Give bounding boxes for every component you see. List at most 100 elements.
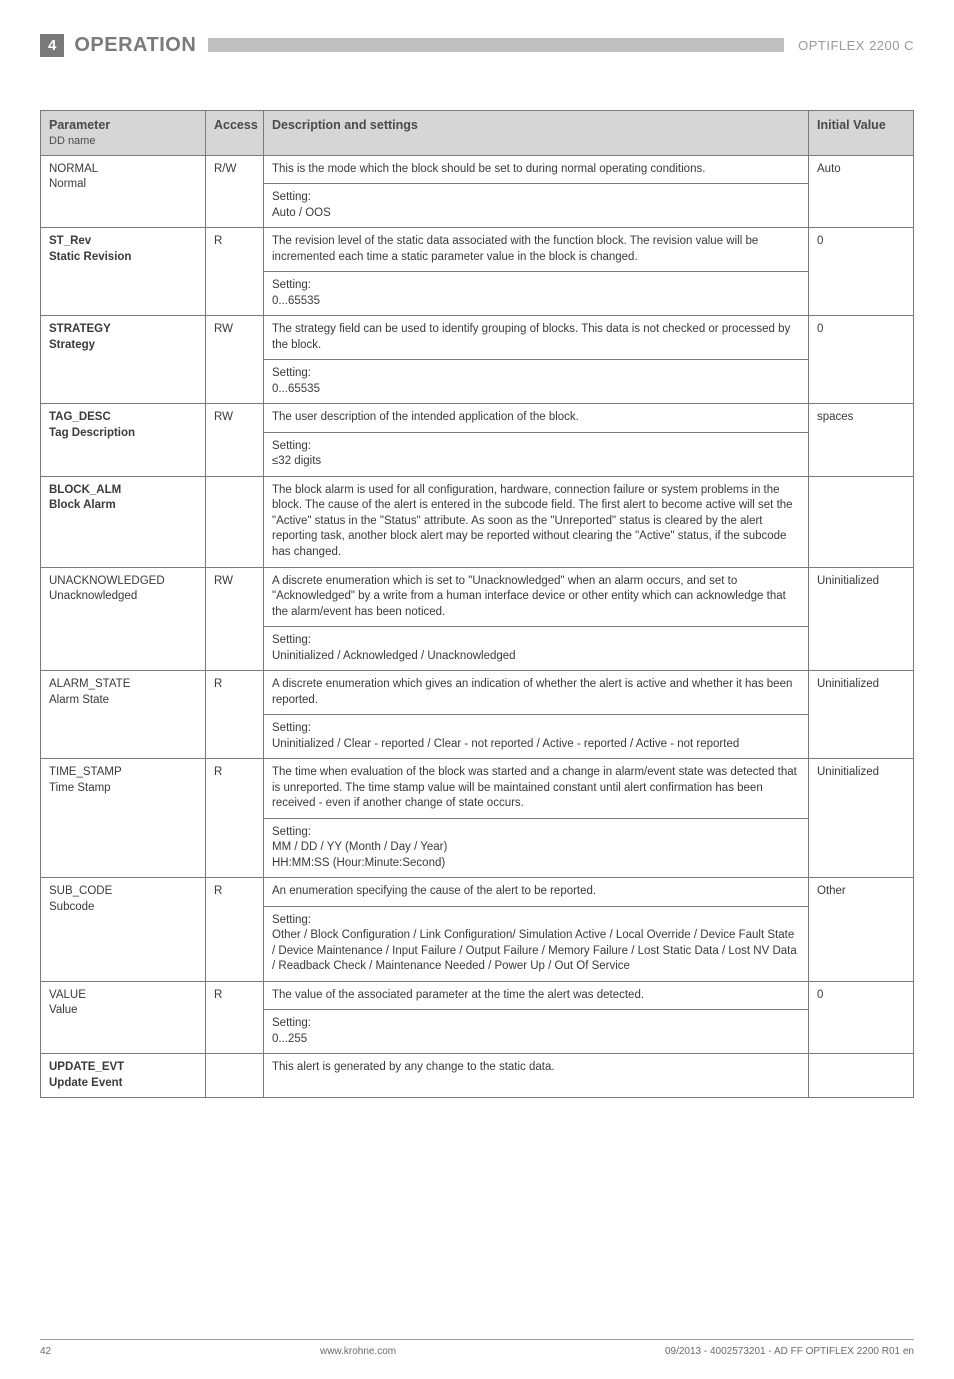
desc-cell: The value of the associated parameter at… [264, 981, 809, 1010]
table-row: UNACKNOWLEDGED Unacknowledged RW A discr… [41, 567, 914, 627]
param-cell: ST_Rev Static Revision [41, 228, 206, 316]
init-cell: spaces [809, 404, 914, 477]
access-cell: RW [206, 404, 264, 477]
param-code: ALARM_STATE [49, 678, 130, 690]
param-code: BLOCK_ALM [49, 484, 121, 496]
init-cell: 0 [809, 228, 914, 316]
setting-cell: Setting: Uninitialized / Clear - reporte… [264, 715, 809, 759]
param-code: NORMAL [49, 163, 98, 175]
param-label: Static Revision [49, 251, 131, 263]
init-cell: Uninitialized [809, 759, 914, 878]
table-row: SUB_CODE Subcode R An enumeration specif… [41, 878, 914, 907]
table-row: STRATEGY Strategy RW The strategy field … [41, 316, 914, 360]
desc-cell: A discrete enumeration which is set to "… [264, 567, 809, 627]
access-cell [206, 476, 264, 567]
param-code: STRATEGY [49, 323, 111, 335]
access-cell [206, 1054, 264, 1098]
col-header-description: Description and settings [264, 111, 809, 156]
desc-cell: The revision level of the static data as… [264, 228, 809, 272]
table-row: UPDATE_EVT Update Event This alert is ge… [41, 1054, 914, 1098]
table-row: BLOCK_ALM Block Alarm The block alarm is… [41, 476, 914, 567]
setting-cell: Setting: MM / DD / YY (Month / Day / Yea… [264, 818, 809, 878]
desc-cell: A discrete enumeration which gives an in… [264, 671, 809, 715]
table-row: TAG_DESC Tag Description RW The user des… [41, 404, 914, 433]
access-cell: R [206, 228, 264, 316]
init-cell: 0 [809, 316, 914, 404]
col-header-initial: Initial Value [809, 111, 914, 156]
param-label: Unacknowledged [49, 590, 137, 602]
init-cell: Uninitialized [809, 567, 914, 671]
param-label: Value [49, 1004, 78, 1016]
param-cell: TAG_DESC Tag Description [41, 404, 206, 477]
param-cell: NORMAL Normal [41, 155, 206, 228]
setting-cell: Setting: 0...255 [264, 1010, 809, 1054]
desc-cell: An enumeration specifying the cause of t… [264, 878, 809, 907]
table-row: TIME_STAMP Time Stamp R The time when ev… [41, 759, 914, 819]
section-title: OPERATION [74, 34, 196, 57]
header-divider [208, 38, 784, 52]
param-label: Block Alarm [49, 499, 116, 511]
param-code: SUB_CODE [49, 885, 112, 897]
access-cell: R [206, 981, 264, 1054]
table-row: NORMAL Normal R/W This is the mode which… [41, 155, 914, 184]
access-cell: R/W [206, 155, 264, 228]
desc-cell: The strategy field can be used to identi… [264, 316, 809, 360]
setting-cell: Setting: Auto / OOS [264, 184, 809, 228]
product-name: OPTIFLEX 2200 C [798, 38, 914, 53]
desc-cell: This is the mode which the block should … [264, 155, 809, 184]
page-number: 42 [40, 1346, 51, 1357]
init-cell: Auto [809, 155, 914, 228]
setting-cell: Setting: 0...65535 [264, 272, 809, 316]
access-cell: RW [206, 316, 264, 404]
init-cell: Other [809, 878, 914, 982]
param-label: Update Event [49, 1077, 123, 1089]
access-cell: R [206, 878, 264, 982]
init-cell [809, 476, 914, 567]
setting-cell: Setting: ≤32 digits [264, 432, 809, 476]
footer-docid: 09/2013 - 4002573201 - AD FF OPTIFLEX 22… [665, 1346, 914, 1357]
setting-cell: Setting: 0...65535 [264, 360, 809, 404]
table-row: ALARM_STATE Alarm State R A discrete enu… [41, 671, 914, 715]
param-cell: VALUE Value [41, 981, 206, 1054]
setting-cell: Setting: Uninitialized / Acknowledged / … [264, 627, 809, 671]
param-cell: BLOCK_ALM Block Alarm [41, 476, 206, 567]
param-label: Subcode [49, 901, 94, 913]
table-row: ST_Rev Static Revision R The revision le… [41, 228, 914, 272]
access-cell: R [206, 759, 264, 878]
access-cell: RW [206, 567, 264, 671]
col-header-label: Parameter [49, 118, 110, 132]
param-cell: STRATEGY Strategy [41, 316, 206, 404]
param-code: VALUE [49, 989, 86, 1001]
init-cell: 0 [809, 981, 914, 1054]
param-label: Normal [49, 178, 86, 190]
init-cell [809, 1054, 914, 1098]
desc-cell: This alert is generated by any change to… [264, 1054, 809, 1098]
parameter-table-wrap: Parameter DD name Access Description and… [40, 110, 914, 1098]
param-label: Time Stamp [49, 782, 111, 794]
desc-cell: The block alarm is used for all configur… [264, 476, 809, 567]
param-cell: TIME_STAMP Time Stamp [41, 759, 206, 878]
param-label: Tag Description [49, 427, 135, 439]
param-code: ST_Rev [49, 235, 91, 247]
param-cell: ALARM_STATE Alarm State [41, 671, 206, 759]
param-code: UNACKNOWLEDGED [49, 575, 165, 587]
table-row: VALUE Value R The value of the associate… [41, 981, 914, 1010]
param-code: UPDATE_EVT [49, 1061, 124, 1073]
param-cell: UNACKNOWLEDGED Unacknowledged [41, 567, 206, 671]
param-cell: SUB_CODE Subcode [41, 878, 206, 982]
parameter-table: Parameter DD name Access Description and… [40, 110, 914, 1098]
col-header-sublabel: DD name [49, 134, 197, 149]
col-header-parameter: Parameter DD name [41, 111, 206, 156]
page-footer: 42 www.krohne.com 09/2013 - 4002573201 -… [40, 1339, 914, 1357]
desc-cell: The user description of the intended app… [264, 404, 809, 433]
table-header-row: Parameter DD name Access Description and… [41, 111, 914, 156]
init-cell: Uninitialized [809, 671, 914, 759]
param-cell: UPDATE_EVT Update Event [41, 1054, 206, 1098]
section-number-badge: 4 [40, 34, 64, 57]
col-header-access: Access [206, 111, 264, 156]
access-cell: R [206, 671, 264, 759]
page-header: 4 OPERATION OPTIFLEX 2200 C [40, 28, 914, 62]
param-label: Alarm State [49, 694, 109, 706]
param-code: TAG_DESC [49, 411, 111, 423]
setting-cell: Setting: Other / Block Configuration / L… [264, 906, 809, 981]
